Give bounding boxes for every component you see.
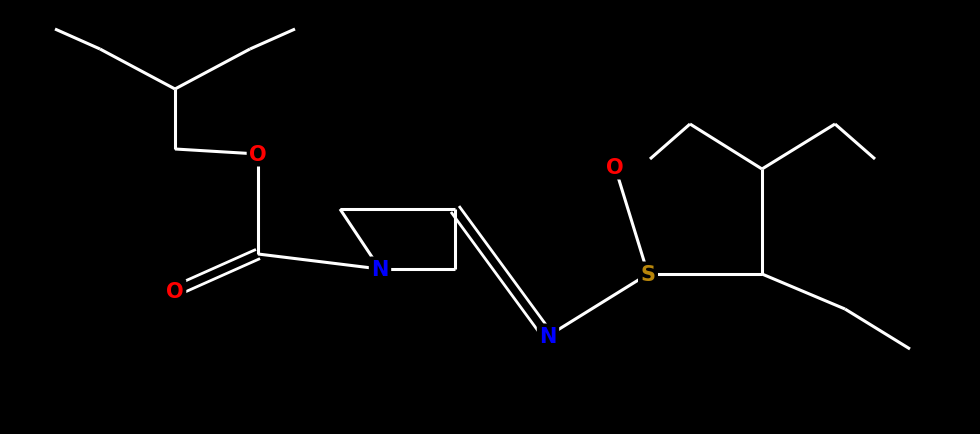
- Text: O: O: [249, 145, 267, 164]
- Text: N: N: [371, 260, 389, 279]
- Text: N: N: [539, 326, 557, 346]
- Text: O: O: [167, 281, 184, 301]
- Text: O: O: [607, 158, 624, 178]
- Text: S: S: [641, 264, 656, 284]
